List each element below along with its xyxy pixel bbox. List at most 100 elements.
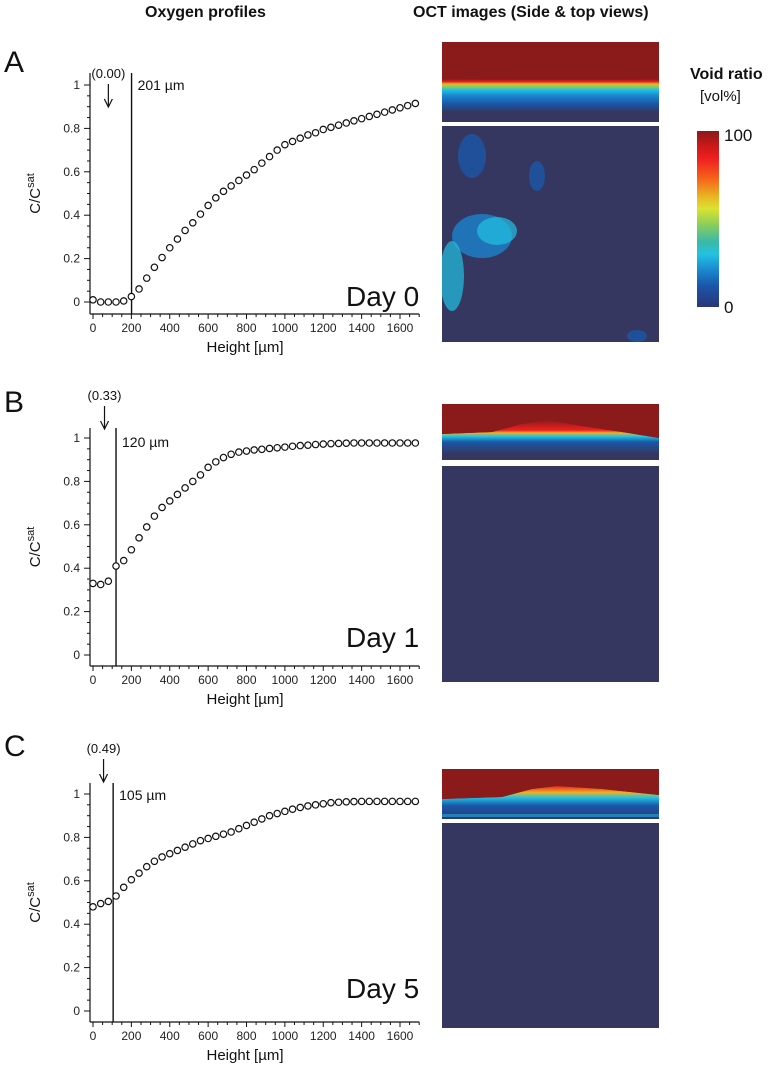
oxygen-profile-plot-day-0: 0 0.2 0.4 0.6 0.8 1 0 200 400 600 800 1000 1200 1400 1… (25, 66, 420, 356)
x-tick-label: 0 (90, 673, 97, 687)
data-point (319, 125, 328, 134)
data-point (188, 477, 197, 486)
y-tick-label: 1 (73, 78, 80, 92)
data-point (403, 439, 412, 447)
oct-images-title: OCT images (Side & top views) (413, 4, 649, 21)
data-point (281, 443, 289, 451)
data-point (403, 797, 412, 806)
data-point (365, 439, 374, 447)
data-point (89, 296, 97, 304)
day-label: Day 1 (346, 622, 419, 653)
data-point (188, 840, 197, 848)
oxygen-profile-plot-day-5: 0 0.2 0.4 0.6 0.8 1 0 200 400 600 800 1000 1200 1400 1… (25, 741, 420, 1064)
x-axis-label: Height [µm] (207, 691, 284, 708)
data-point (327, 798, 335, 807)
x-tick-label: 1200 (310, 1029, 337, 1043)
y-tick-label: 0.6 (63, 518, 80, 532)
x-tick-label: 800 (236, 673, 256, 687)
penetration-depth-label: 120 µm (122, 434, 169, 450)
x-tick-label: 400 (160, 673, 180, 687)
data-point (212, 458, 220, 466)
data-point (242, 171, 251, 179)
data-point (181, 484, 189, 492)
data-point (411, 439, 420, 447)
data-point (304, 802, 312, 810)
data-point (135, 285, 143, 293)
data-point (204, 834, 212, 843)
arrow-head-icon (99, 773, 109, 784)
data-point (112, 892, 120, 900)
x-tick-label: 1000 (272, 673, 299, 687)
x-axis-label: Height [µm] (207, 339, 284, 356)
data-point (165, 497, 174, 505)
data-point (227, 828, 235, 836)
data-point (112, 298, 120, 306)
x-tick-label: 1000 (272, 321, 299, 335)
data-point (365, 797, 374, 806)
data-point (196, 836, 205, 845)
data-point (311, 440, 320, 449)
oct-side-view-day-1 (442, 404, 659, 460)
x-tick-label: 200 (121, 673, 141, 687)
data-point (142, 523, 151, 531)
y-tick-label: 0 (73, 1004, 80, 1018)
y-tick-label: 0.2 (63, 252, 80, 266)
data-point (158, 503, 166, 512)
y-axis-label: C/Csat (25, 173, 44, 214)
data-point (334, 439, 343, 448)
data-point (273, 809, 282, 818)
data-point (150, 512, 159, 520)
data-point (319, 440, 328, 448)
data-point (396, 797, 404, 806)
y-tick-label: 1 (73, 431, 80, 445)
y-tick-label: 0.8 (63, 830, 80, 844)
data-point (250, 818, 258, 827)
panel-label-b: B (4, 386, 25, 419)
data-point (311, 801, 320, 809)
data-point (350, 439, 358, 447)
y-tick-label: 0.8 (63, 121, 80, 135)
data-point (181, 226, 189, 235)
y-tick-label: 0.4 (63, 561, 80, 575)
data-point (250, 446, 258, 454)
oct-top-view-day-0 (440, 126, 659, 342)
x-tick-label: 1200 (310, 321, 337, 335)
data-point (327, 439, 335, 448)
data-point (235, 448, 243, 456)
y-tick-label: 0.8 (63, 474, 80, 488)
colorbar-unit: [vol%] (700, 88, 741, 105)
data-point (142, 274, 151, 282)
y-tick-label: 0.6 (63, 874, 80, 888)
data-point (273, 443, 282, 452)
data-point (281, 807, 289, 816)
data-point (350, 117, 358, 125)
data-point (357, 114, 366, 123)
data-point (327, 123, 335, 132)
data-point (127, 292, 136, 301)
y-axis-label: C/Csat (25, 527, 44, 568)
data-point (388, 439, 397, 447)
x-axis-label: Height [µm] (207, 1047, 284, 1064)
data-point (235, 824, 243, 833)
oct-top-view-day-1 (442, 466, 659, 682)
y-tick-label: 0.4 (63, 208, 80, 222)
colorbar-min-label: 0 (724, 298, 734, 317)
data-point (119, 297, 128, 305)
data-point (350, 797, 358, 806)
y-tick-label: 0.4 (63, 917, 80, 931)
data-point (334, 121, 343, 129)
data-point (265, 152, 274, 161)
data-point (135, 534, 143, 542)
y-tick-label: 0 (73, 648, 80, 662)
data-point (411, 797, 420, 806)
y-tick-label: 0.6 (63, 165, 80, 179)
data-point (196, 471, 205, 479)
data-point (173, 235, 182, 243)
data-point (380, 439, 389, 447)
x-tick-label: 1600 (387, 321, 414, 335)
data-point (235, 176, 243, 185)
data-point (296, 441, 305, 450)
data-point (188, 218, 197, 227)
data-point (127, 545, 136, 554)
data-point (119, 883, 128, 892)
